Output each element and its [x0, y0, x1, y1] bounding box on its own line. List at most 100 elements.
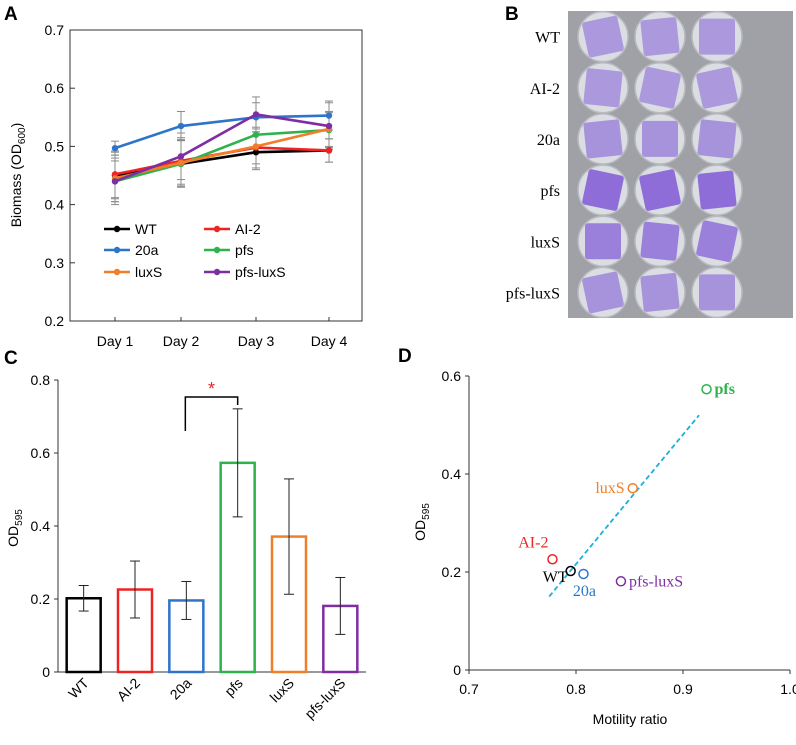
panel-a-point-ai-2 — [325, 147, 333, 154]
panel-a-series-line-20a — [114, 114, 330, 150]
plate-row-label-pfs-luxs: pfs-luxS — [506, 285, 560, 302]
panel-a-point-wt — [252, 149, 260, 156]
panel-a-point-luxs — [252, 143, 260, 150]
panel-c-ytick-label: 0.4 — [31, 518, 51, 534]
panel-d-point-wt — [565, 565, 576, 577]
plate-well-biofilm-luxs — [696, 220, 738, 263]
panel-label-b: B — [505, 4, 519, 25]
panel-d-point-label-wt: WT — [543, 569, 568, 586]
panel-c-bar-chart: OD595 0 0.2 0.4 0.6 0.8 WT AI-2 20a pfs luxS pfs-l… — [5, 372, 366, 722]
panel-d-point-pfs-luxs — [615, 576, 627, 587]
panel-c-xtick-label: WT — [65, 674, 92, 701]
panel-c-ytick-label: 0 — [42, 664, 50, 680]
panel-a-series-line-pfs — [114, 128, 330, 183]
panel-a-legend-marker-20a — [113, 246, 121, 254]
panel-a-line-chart: Biomass (OD600) 0.2 0.3 0.4 0.5 0.6 0.7 Day 1 D… — [8, 22, 363, 349]
panel-a-point-pfs-luxs — [177, 153, 185, 160]
plate-well-biofilm-wt — [640, 17, 680, 57]
panel-label-c: C — [4, 348, 18, 369]
panel-a-ylabel: Biomass (OD600) — [8, 123, 28, 228]
panel-d-xtick-label: 0.9 — [673, 681, 693, 697]
panel-c-ytick-label: 0.6 — [31, 445, 51, 461]
panel-d-point-luxs — [627, 482, 638, 494]
panel-a-legend-label-20a: 20a — [135, 242, 159, 258]
panel-c-ytick-label: 0.8 — [31, 372, 51, 388]
panel-d-ytick-label: 0.2 — [442, 564, 462, 580]
panel-a-legend-marker-luxs — [113, 268, 121, 276]
plate-well-biofilm-20a — [583, 119, 623, 159]
panel-a-xtick-label: Day 3 — [238, 333, 275, 349]
plate-row-label-20a: 20a — [537, 132, 560, 149]
panel-a-point-pfs-luxs — [325, 122, 333, 130]
panel-a-plot-frame — [69, 29, 363, 322]
panel-d-ytick-label: 0.6 — [442, 368, 462, 384]
panel-d-scatter-chart: OD595 Motility ratio 0 0.2 0.4 0.6 0.7 0.8 0.9… — [412, 368, 796, 727]
panel-a-ytick-label: 0.3 — [45, 255, 65, 271]
panel-d-point-label-pfs: pfs — [715, 381, 735, 398]
panel-label-a: A — [4, 4, 18, 25]
panel-d-point-label-pfs-luxs: pfs-luxS — [629, 573, 683, 590]
panel-a-point-20a — [325, 112, 333, 119]
panel-a-xtick-label: Day 2 — [163, 333, 200, 349]
plate-well-biofilm-ai-2 — [639, 66, 681, 109]
panel-c-xtick-label: pfs — [221, 675, 246, 700]
panel-a-xtick-label: Day 4 — [311, 333, 348, 349]
panel-a-legend-label-luxs: luxS — [135, 264, 162, 280]
panel-d-trend-line — [548, 414, 700, 598]
plate-well-biofilm-20a — [642, 120, 678, 157]
panel-d-xtick-label: 0.7 — [459, 681, 479, 697]
panel-d-xlabel: Motility ratio — [593, 711, 668, 727]
panel-d-point-20a — [578, 568, 589, 580]
panel-a-xtick-label: Day 1 — [97, 333, 134, 349]
plate-well-biofilm-luxs — [640, 221, 680, 261]
plate-well-biofilm-pfs — [639, 169, 681, 211]
panel-a-legend-marker-ai-2 — [213, 225, 221, 233]
panel-a-ytick-label: 0.5 — [45, 138, 65, 154]
panel-a-legend-label-pfs-luxs: pfs-luxS — [235, 264, 286, 280]
panel-d-ytick-label: 0.4 — [442, 466, 462, 482]
plate-well-biofilm-pfs-luxs — [640, 272, 680, 312]
plate-well-biofilm-wt — [699, 18, 735, 55]
plate-row-label-luxs: luxS — [531, 234, 560, 251]
panel-d-ytick-label: 0 — [453, 662, 461, 678]
plate-row-label-wt: WT — [535, 30, 560, 47]
plate-well-biofilm-wt — [582, 15, 624, 58]
panel-a-ytick-label: 0.2 — [45, 313, 65, 329]
plate-row-label-pfs: pfs — [540, 183, 560, 200]
panel-d-point-ai-2 — [547, 554, 558, 565]
panel-c-ytick-label: 0.2 — [31, 591, 51, 607]
plate-well-biofilm-pfs-luxs — [699, 274, 735, 311]
panel-a-series-line-luxs — [114, 127, 330, 180]
panel-d-xtick-label: 1.0 — [780, 681, 796, 697]
panel-d-point-label-luxs: luxS — [595, 480, 624, 497]
panel-a-ytick-label: 0.4 — [45, 197, 65, 213]
plate-well-biofilm-pfs — [582, 169, 624, 211]
panel-a-point-20a — [111, 144, 119, 152]
panel-a-ytick-label: 0.6 — [45, 80, 65, 96]
panel-c-xtick-label: 20a — [167, 675, 195, 703]
plate-row-label-ai-2: AI-2 — [530, 81, 560, 98]
panel-c-significance-star: * — [208, 379, 215, 399]
panel-a-point-luxs — [177, 159, 185, 166]
panel-a-legend-marker-wt — [113, 225, 121, 233]
panel-d-point-label-20a: 20a — [573, 583, 596, 600]
panel-d-point-label-ai-2: AI-2 — [518, 534, 548, 551]
panel-c-xtick-label: pfs-luxS — [301, 675, 348, 722]
plate-well-biofilm-20a — [697, 119, 737, 159]
panel-c-xtick-label: luxS — [267, 675, 298, 706]
panel-c-ylabel: OD595 — [5, 509, 25, 547]
plate-well-biofilm-ai-2 — [696, 66, 738, 109]
panel-a-legend-marker-pfs — [213, 246, 221, 254]
plate-well-biofilm-pfs — [697, 170, 737, 210]
panel-d-point-pfs — [701, 383, 712, 395]
panel-a-point-pfs-luxs — [111, 178, 119, 185]
panel-a-legend-label-wt: WT — [135, 221, 157, 237]
panel-d-ylabel: OD595 — [412, 503, 432, 541]
panel-d-xtick-label: 0.8 — [566, 681, 586, 697]
panel-c-significance-bracket — [184, 396, 239, 431]
panel-a-point-pfs — [252, 131, 260, 138]
panel-b-well-plate: WT AI-2 20a pfs luxS pfs-luxS — [506, 10, 793, 319]
panel-a-point-pfs-luxs — [252, 111, 260, 118]
panel-label-d: D — [398, 346, 412, 367]
